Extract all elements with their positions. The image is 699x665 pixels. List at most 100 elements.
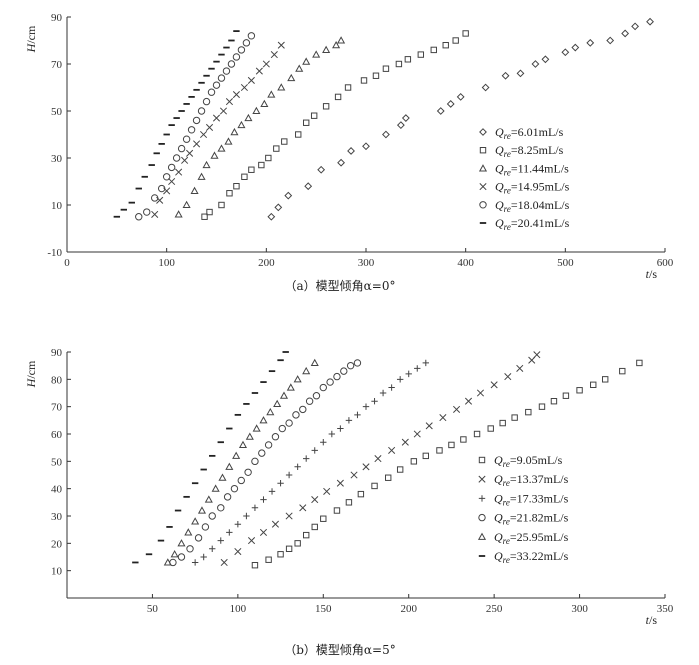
data-point xyxy=(151,194,159,202)
y-tick-label: 70 xyxy=(51,59,63,71)
data-point xyxy=(311,523,318,531)
data-point xyxy=(186,545,194,553)
data-point xyxy=(396,466,404,473)
data-point xyxy=(511,414,518,421)
data-point xyxy=(332,40,341,49)
series-1 xyxy=(251,359,643,569)
series-2 xyxy=(220,351,541,567)
data-point xyxy=(602,376,609,383)
data-point xyxy=(401,114,410,122)
data-point xyxy=(217,537,224,544)
data-point xyxy=(217,74,226,82)
data-point xyxy=(143,208,151,216)
data-point xyxy=(182,200,191,209)
data-point xyxy=(453,405,461,413)
data-point xyxy=(204,495,213,503)
legend-label: Qre=20.41mL/s xyxy=(495,216,570,232)
data-point xyxy=(347,147,355,155)
series-5 xyxy=(135,32,256,221)
y-tick-label: 50 xyxy=(51,106,63,118)
data-point xyxy=(172,154,181,162)
data-point xyxy=(242,39,251,47)
legend-label: Qre=17.33mL/s xyxy=(494,491,569,507)
y-tick-label: 10 xyxy=(51,566,63,578)
data-point xyxy=(322,45,331,53)
data-point xyxy=(197,107,206,115)
data-point xyxy=(340,367,348,375)
data-point xyxy=(490,381,498,389)
data-point xyxy=(487,425,494,432)
data-point xyxy=(211,484,220,492)
legend-label: Qre=25.95mL/s xyxy=(494,530,569,546)
y-axis-label: H/cm xyxy=(24,25,38,53)
data-point xyxy=(247,32,256,40)
data-point xyxy=(371,398,378,405)
x-tick-label: 100 xyxy=(230,603,247,615)
data-point xyxy=(533,351,541,359)
chart-panel-b: 50 100 150 200 250 300 350 10 20 30 40 50 60 70 80 90 t/… xyxy=(24,347,674,657)
series-2 xyxy=(201,30,469,220)
data-point xyxy=(151,210,159,218)
data-point xyxy=(360,77,368,84)
data-point xyxy=(201,523,210,531)
data-point xyxy=(225,98,234,106)
data-point xyxy=(303,119,310,126)
data-point xyxy=(265,556,272,563)
x-axis-label: t/s xyxy=(646,613,658,627)
data-point xyxy=(177,539,186,547)
data-point xyxy=(405,370,412,378)
data-point xyxy=(259,416,268,424)
data-point xyxy=(531,60,540,68)
data-point xyxy=(241,173,248,181)
data-point xyxy=(252,424,261,432)
data-point xyxy=(456,92,465,101)
legend-label: Qre=6.01mL/s xyxy=(495,125,564,141)
data-point xyxy=(230,127,239,136)
data-point xyxy=(326,378,334,386)
data-point xyxy=(396,376,404,383)
data-point xyxy=(202,160,211,169)
data-point xyxy=(175,168,183,176)
data-point xyxy=(328,430,336,438)
data-point xyxy=(425,422,433,430)
y-tick-label: 90 xyxy=(51,12,63,24)
x-tick-label: 100 xyxy=(158,257,175,269)
data-point xyxy=(292,411,300,419)
data-point xyxy=(225,462,234,470)
x-axis-label: t/s xyxy=(646,267,658,281)
data-point xyxy=(219,107,228,115)
data-point xyxy=(284,191,293,200)
data-point xyxy=(501,71,510,80)
data-point xyxy=(286,383,295,391)
data-point xyxy=(372,72,380,79)
data-point xyxy=(499,419,506,427)
data-point xyxy=(619,367,626,375)
data-point xyxy=(277,480,284,487)
legend-marker xyxy=(477,532,487,540)
data-point xyxy=(193,140,201,148)
data-point xyxy=(388,384,395,391)
data-point xyxy=(299,504,307,512)
y-tick-label: 70 xyxy=(51,402,63,414)
data-point xyxy=(197,506,207,514)
data-point xyxy=(303,531,310,539)
data-point xyxy=(262,60,270,68)
data-point xyxy=(337,36,346,44)
data-point xyxy=(401,438,409,446)
data-point xyxy=(177,553,186,561)
x-tick-label: 50 xyxy=(147,603,159,615)
data-point xyxy=(295,131,302,138)
legend: Qre=9.05mL/s Qre=13.37mL/s Qre=17.33mL/s Qr… xyxy=(477,453,569,565)
legend-label: Qre=9.05mL/s xyxy=(494,453,563,469)
x-tick-label: 500 xyxy=(557,257,574,269)
series-3 xyxy=(191,359,429,566)
data-point xyxy=(177,144,186,153)
data-point xyxy=(237,120,246,129)
data-point xyxy=(273,399,282,407)
data-point xyxy=(404,56,412,63)
x-tick-label: 150 xyxy=(315,603,332,615)
series-6 xyxy=(113,30,240,218)
data-point xyxy=(182,135,191,143)
data-point xyxy=(590,381,597,389)
data-point xyxy=(279,391,289,399)
